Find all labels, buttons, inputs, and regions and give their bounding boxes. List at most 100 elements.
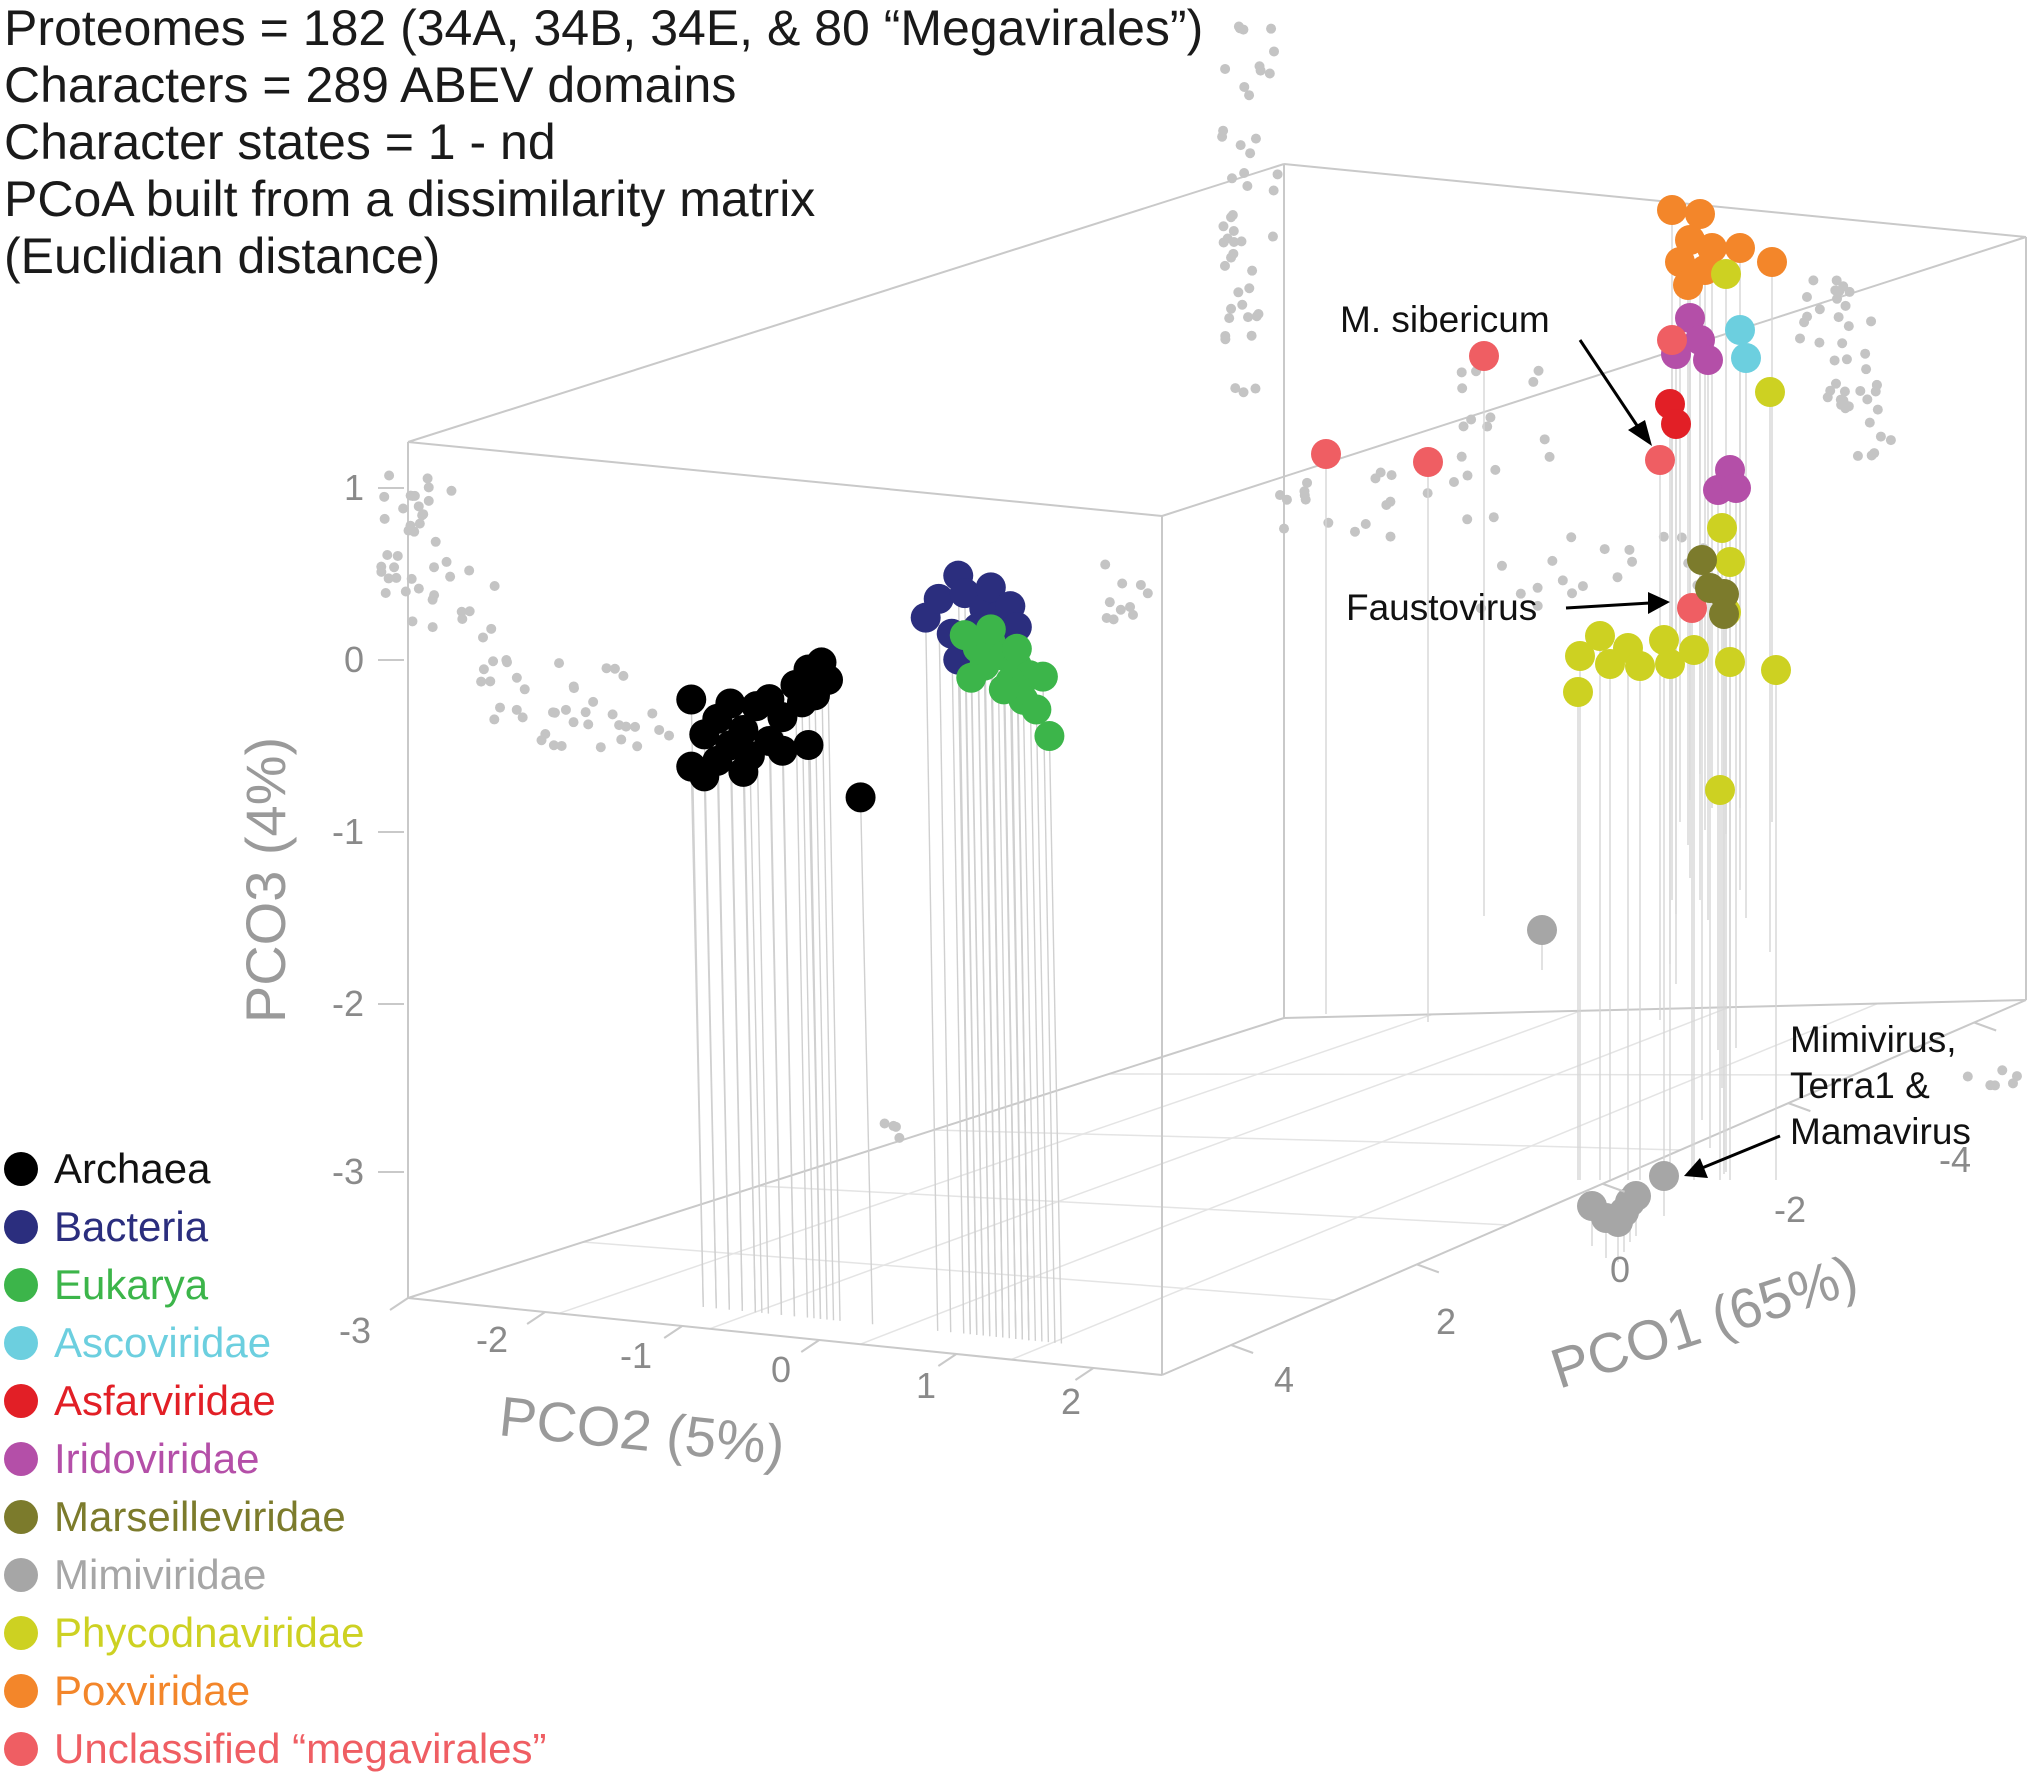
annotation-arrow (1701, 1134, 1781, 1170)
x-tick-label: 1 (916, 1365, 936, 1406)
shadow-point (519, 684, 530, 695)
shadow-point (1456, 367, 1467, 378)
shadow-point (1875, 431, 1886, 442)
stem-bacteria (951, 633, 965, 1334)
shadow-point (1370, 473, 1381, 484)
shadow-point (1266, 23, 1277, 34)
point-phycodnaviridae (1585, 621, 1615, 651)
shadow-point (1135, 579, 1146, 590)
shadow-point (1125, 601, 1136, 612)
point-unclassified (1469, 341, 1499, 371)
shadow-point (400, 586, 411, 597)
shadow-point (1866, 450, 1877, 461)
legend-label: Asfarviridae (54, 1377, 276, 1424)
stem-archaea (749, 755, 763, 1313)
point-iridoviridae (1721, 473, 1751, 503)
shadow-point (1243, 312, 1254, 323)
point-archaea (793, 730, 824, 761)
shadow-point (489, 714, 500, 725)
legend-swatch (4, 1616, 38, 1650)
shadow-point (1829, 355, 1840, 366)
shadow-point (1834, 286, 1845, 297)
shadow-point (1386, 470, 1397, 481)
shadow-point (1462, 470, 1473, 481)
legend-swatch (4, 1326, 38, 1360)
stem-eukarya (990, 629, 1004, 1338)
shadow-point (1220, 330, 1231, 341)
legend-item: Poxviridae (4, 1662, 547, 1720)
stem-eukarya (1016, 648, 1030, 1341)
y-axis-title: PCO1 (65%) (1543, 1242, 1864, 1400)
stem-archaea (794, 684, 809, 1318)
y-tick-mark (1230, 1344, 1254, 1354)
shadow-point (517, 712, 528, 723)
header-line-character-states: Character states = 1 - nd (4, 114, 556, 170)
floor-gridline (583, 1241, 1335, 1301)
shadow-point (1238, 387, 1249, 398)
shadow-point (1218, 221, 1229, 232)
floor-gridline (709, 1010, 1582, 1330)
y-tick-mark (1788, 1102, 1811, 1113)
stem-archaea (716, 760, 731, 1310)
shadow-point (1533, 365, 1544, 376)
shadow-point (647, 708, 658, 719)
shadow-point (1237, 299, 1248, 310)
stem-archaea (827, 679, 841, 1321)
shadow-point (488, 656, 499, 667)
shadow-point (1222, 233, 1233, 244)
y-tick-label: 2 (1436, 1301, 1456, 1342)
shadow-point (1833, 312, 1844, 323)
shadow-point (429, 590, 440, 601)
shadow-point (1250, 133, 1261, 144)
shadow-point (407, 490, 418, 501)
point-archaea (728, 714, 759, 745)
shadow-point (1264, 68, 1275, 79)
legend-item: Asfarviridae (4, 1372, 547, 1430)
shadow-point (413, 501, 424, 512)
shadow-point (1485, 412, 1496, 423)
z-tick-label: -1 (332, 811, 364, 852)
chart-header: Proteomes = 182 (34A, 34B, 34E, & 80 “Me… (4, 0, 1304, 285)
shadow-point (1268, 185, 1279, 196)
legend-swatch (4, 1384, 38, 1418)
x-tick-label: 0 (771, 1349, 791, 1390)
point-mimiviridae (1527, 915, 1557, 945)
shadow-point (1814, 337, 1825, 348)
x-tick-label: 2 (1061, 1381, 1081, 1422)
shadow-point (1843, 401, 1854, 412)
shadow-point (879, 1118, 890, 1129)
shadow-point (609, 663, 620, 674)
shadow-point (1844, 286, 1855, 297)
shadow-point (554, 658, 565, 669)
point-eukarya (975, 614, 1006, 645)
stem-eukarya (1029, 675, 1043, 1342)
shadow-point (407, 616, 418, 627)
shadow-point (614, 720, 625, 731)
shadow-point (1547, 555, 1558, 566)
legend-swatch (4, 1442, 38, 1476)
shadow-point (1808, 275, 1819, 286)
shadow-point (398, 503, 409, 514)
stem-archaea (807, 745, 822, 1319)
shadow-point (1577, 581, 1588, 592)
shadow-point (548, 740, 559, 751)
legend-label: Bacteria (54, 1203, 209, 1250)
shadow-point (1360, 518, 1371, 529)
shadow-point (1227, 173, 1238, 184)
box-edge (1283, 999, 2027, 1019)
annotation-mimivirus-line1: Mimivirus, (1790, 1019, 1956, 1060)
shadow-point (1852, 450, 1863, 461)
floor-gridline (1108, 1073, 1854, 1076)
point-phycodnaviridae (1625, 651, 1655, 681)
point-poxviridae (1757, 247, 1787, 277)
x-tick-mark (1074, 1367, 1095, 1381)
shadow-point (1539, 434, 1550, 445)
shadow-point (486, 623, 497, 634)
x-tick-label: -1 (620, 1335, 652, 1376)
point-ascoviridae (1731, 343, 1761, 373)
legend-swatch (4, 1558, 38, 1592)
shadow-point (1557, 575, 1568, 586)
shadow-point (1302, 477, 1313, 488)
shadow-point (1108, 614, 1119, 625)
header-line-distance: (Euclidian distance) (4, 228, 441, 284)
